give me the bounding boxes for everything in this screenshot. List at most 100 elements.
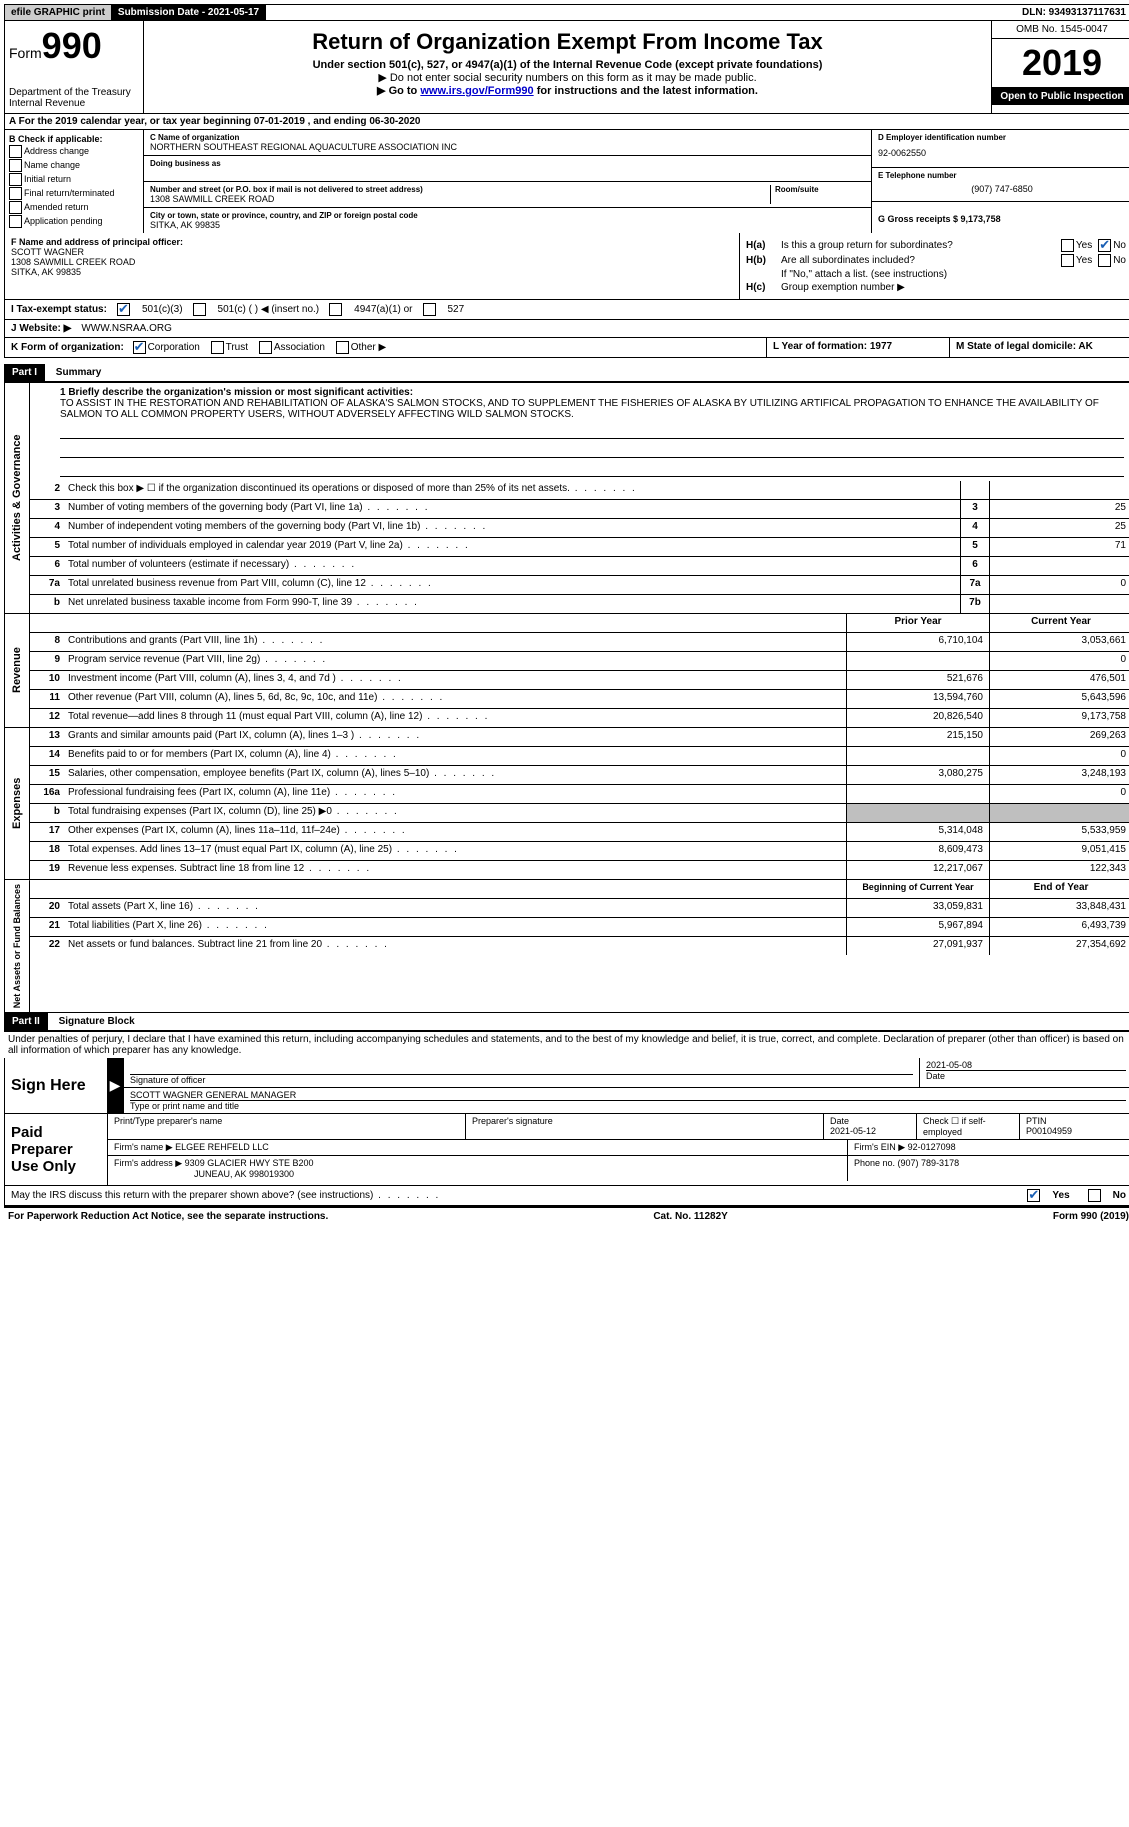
ein-cell: D Employer identification number 92-0062… bbox=[872, 130, 1129, 168]
phone-cell: E Telephone number (907) 747-6850 bbox=[872, 168, 1129, 202]
top-bar: efile GRAPHIC print Submission Date - 20… bbox=[4, 4, 1129, 21]
header-right: OMB No. 1545-0047 2019 Open to Public In… bbox=[991, 21, 1129, 113]
gov-row: 4Number of independent voting members of… bbox=[30, 519, 1129, 538]
rev-row: 8Contributions and grants (Part VIII, li… bbox=[30, 633, 1129, 652]
preparer-label: Paid Preparer Use Only bbox=[5, 1114, 107, 1185]
org-name-cell: C Name of organization NORTHERN SOUTHEAS… bbox=[144, 130, 871, 156]
na-header-row: Beginning of Current Year End of Year bbox=[30, 880, 1129, 899]
rev-body: Prior Year Current Year 8Contributions a… bbox=[30, 614, 1129, 727]
exp-row: 18Total expenses. Add lines 13–17 (must … bbox=[30, 842, 1129, 861]
dln: DLN: 93493137117631 bbox=[1016, 5, 1129, 20]
officer-print-name: SCOTT WAGNER GENERAL MANAGER bbox=[130, 1090, 1126, 1101]
part1-title: Summary bbox=[56, 367, 102, 378]
city-cell: City or town, state or province, country… bbox=[144, 208, 871, 233]
part2-title: Signature Block bbox=[59, 1016, 135, 1027]
arrow-icon: ▶ bbox=[107, 1058, 123, 1113]
cb-501c[interactable] bbox=[193, 303, 206, 316]
cb-501c3[interactable] bbox=[117, 303, 130, 316]
gov-row: 6Total number of volunteers (estimate if… bbox=[30, 557, 1129, 576]
col-f: F Name and address of principal officer:… bbox=[5, 233, 739, 299]
firm-name: ELGEE REHFELD LLC bbox=[175, 1142, 269, 1152]
cb-initial[interactable]: Initial return bbox=[9, 173, 139, 186]
note-link: ▶ Go to www.irs.gov/Form990 for instruct… bbox=[148, 84, 987, 97]
exp-body: 13Grants and similar amounts paid (Part … bbox=[30, 728, 1129, 879]
na-row: 22Net assets or fund balances. Subtract … bbox=[30, 937, 1129, 955]
side-na: Net Assets or Fund Balances bbox=[5, 880, 30, 1012]
col-h: H(a) Is this a group return for subordin… bbox=[739, 233, 1129, 299]
ptin: P00104959 bbox=[1026, 1126, 1126, 1136]
na-body: Beginning of Current Year End of Year 20… bbox=[30, 880, 1129, 1012]
form-header: Form990 Department of the Treasury Inter… bbox=[4, 21, 1129, 114]
cb-4947[interactable] bbox=[329, 303, 342, 316]
rev-row: 10Investment income (Part VIII, column (… bbox=[30, 671, 1129, 690]
irs-link[interactable]: www.irs.gov/Form990 bbox=[420, 85, 533, 97]
rev-row: 9Program service revenue (Part VIII, lin… bbox=[30, 652, 1129, 671]
perjury-text: Under penalties of perjury, I declare th… bbox=[4, 1031, 1129, 1058]
footer: For Paperwork Reduction Act Notice, see … bbox=[4, 1206, 1129, 1225]
hb-no[interactable] bbox=[1098, 254, 1111, 267]
submission-date: Submission Date - 2021-05-17 bbox=[112, 5, 266, 20]
footer-right: Form 990 (2019) bbox=[1053, 1211, 1129, 1222]
firm-addr1: 9309 GLACIER HWY STE B200 bbox=[185, 1158, 314, 1168]
cb-pending[interactable]: Application pending bbox=[9, 215, 139, 228]
phone: (907) 747-6850 bbox=[878, 180, 1126, 198]
section-fh: F Name and address of principal officer:… bbox=[4, 233, 1129, 300]
row-j: J Website: ▶ WWW.NSRAA.ORG bbox=[4, 320, 1129, 338]
ha-no[interactable] bbox=[1098, 239, 1111, 252]
discuss-row: May the IRS discuss this return with the… bbox=[4, 1186, 1129, 1206]
side-exp: Expenses bbox=[5, 728, 30, 879]
row-i: I Tax-exempt status: 501(c)(3) 501(c) ( … bbox=[4, 300, 1129, 320]
firm-phone: Phone no. (907) 789-3178 bbox=[848, 1156, 1129, 1181]
cb-trust[interactable] bbox=[211, 341, 224, 354]
prep-self-emp[interactable]: Check ☐ if self-employed bbox=[917, 1114, 1020, 1139]
gov-row: 5Total number of individuals employed in… bbox=[30, 538, 1129, 557]
officer-name: SCOTT WAGNER bbox=[11, 247, 733, 257]
officer-addr2: SITKA, AK 99835 bbox=[11, 267, 733, 277]
form-prefix: Form bbox=[9, 45, 42, 61]
exp-row: 17Other expenses (Part IX, column (A), l… bbox=[30, 823, 1129, 842]
cb-amended[interactable]: Amended return bbox=[9, 201, 139, 214]
cb-assoc[interactable] bbox=[259, 341, 272, 354]
org-name: NORTHERN SOUTHEAST REGIONAL AQUACULTURE … bbox=[150, 142, 865, 152]
cb-name[interactable]: Name change bbox=[9, 159, 139, 172]
prep-sig-label: Preparer's signature bbox=[466, 1114, 824, 1139]
row-klm: K Form of organization: Corporation Trus… bbox=[4, 338, 1129, 358]
gov-body: 1 Briefly describe the organization's mi… bbox=[30, 383, 1129, 613]
street-address: 1308 SAWMILL CREEK ROAD bbox=[150, 194, 770, 204]
cb-527[interactable] bbox=[423, 303, 436, 316]
form-number: 990 bbox=[42, 25, 102, 66]
discuss-yes[interactable] bbox=[1027, 1189, 1040, 1202]
footer-mid: Cat. No. 11282Y bbox=[653, 1211, 727, 1222]
form-subtitle: Under section 501(c), 527, or 4947(a)(1)… bbox=[148, 59, 987, 71]
addr-cell: Number and street (or P.O. box if mail i… bbox=[144, 182, 871, 208]
hb-note: If "No," attach a list. (see instruction… bbox=[746, 269, 1126, 280]
cb-final[interactable]: Final return/terminated bbox=[9, 187, 139, 200]
cb-address[interactable]: Address change bbox=[9, 145, 139, 158]
mission-block: 1 Briefly describe the organization's mi… bbox=[30, 383, 1129, 481]
cb-other[interactable] bbox=[336, 341, 349, 354]
omb-number: OMB No. 1545-0047 bbox=[992, 21, 1129, 39]
hb-yes[interactable] bbox=[1061, 254, 1074, 267]
header-left: Form990 Department of the Treasury Inter… bbox=[5, 21, 144, 113]
website: WWW.NSRAA.ORG bbox=[81, 323, 172, 334]
revenue-table: Revenue Prior Year Current Year 8Contrib… bbox=[4, 614, 1129, 728]
city-state-zip: SITKA, AK 99835 bbox=[150, 220, 865, 230]
year-formation: L Year of formation: 1977 bbox=[767, 338, 950, 357]
section-bcd: B Check if applicable: Address change Na… bbox=[4, 130, 1129, 233]
state-domicile: M State of legal domicile: AK bbox=[950, 338, 1129, 357]
col-b: B Check if applicable: Address change Na… bbox=[5, 130, 144, 233]
exp-row: 16aProfessional fundraising fees (Part I… bbox=[30, 785, 1129, 804]
note-ssn: ▶ Do not enter social security numbers o… bbox=[148, 71, 987, 84]
col-c: C Name of organization NORTHERN SOUTHEAS… bbox=[144, 130, 871, 233]
cb-corp[interactable] bbox=[133, 341, 146, 354]
col-b-title: B Check if applicable: bbox=[9, 134, 139, 144]
ha-yes[interactable] bbox=[1061, 239, 1074, 252]
netassets-table: Net Assets or Fund Balances Beginning of… bbox=[4, 880, 1129, 1013]
rev-row: 11Other revenue (Part VIII, column (A), … bbox=[30, 690, 1129, 709]
discuss-no[interactable] bbox=[1088, 1189, 1101, 1202]
header-mid: Return of Organization Exempt From Incom… bbox=[144, 21, 991, 113]
ein: 92-0062550 bbox=[878, 142, 1126, 164]
gov-row: 2Check this box ▶ ☐ if the organization … bbox=[30, 481, 1129, 500]
efile-button[interactable]: efile GRAPHIC print bbox=[5, 5, 112, 20]
part2-bar: Part II Signature Block bbox=[4, 1013, 1129, 1031]
